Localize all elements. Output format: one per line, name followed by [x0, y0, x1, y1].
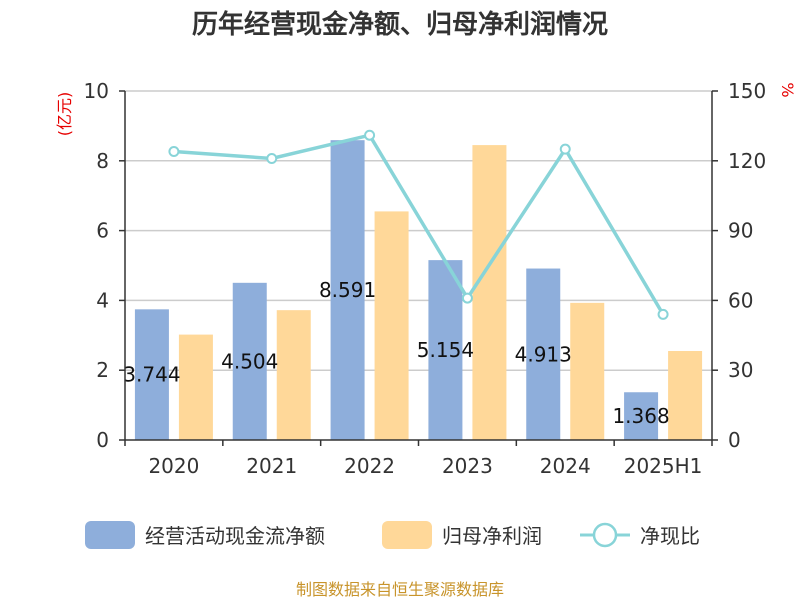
right-tick-label: 0: [728, 428, 741, 452]
bar-data-label: 1.368: [612, 404, 669, 428]
legend-ratio-marker: [592, 522, 618, 548]
ratio-point: [266, 152, 278, 164]
line-series: [168, 129, 669, 320]
cashflow-bar: [624, 392, 659, 440]
left-tick-label: 8: [96, 149, 109, 173]
right-tick-label: 150: [728, 79, 766, 103]
cashflow-bar: [232, 282, 267, 440]
right-tick-label: 90: [728, 219, 753, 243]
bar-data-label: 4.504: [221, 349, 278, 373]
x-tick-label: 2022: [344, 454, 395, 478]
left-tick-label: 10: [84, 79, 109, 103]
x-tick-label: 2025H1: [624, 454, 703, 478]
left-tick-label: 0: [96, 428, 109, 452]
net-profit-bar: [570, 302, 605, 440]
left-tick-label: 4: [96, 288, 109, 312]
left-tick-label: 2: [96, 358, 109, 382]
ratio-point: [168, 145, 180, 157]
legend-net-profit-swatch: [382, 521, 432, 549]
ratio-point: [461, 292, 473, 304]
x-tick-label: 2023: [442, 454, 493, 478]
net-profit-bar: [472, 145, 507, 440]
net-profit-bar: [374, 211, 409, 440]
ratio-line: [173, 133, 665, 316]
legend: 经营活动现金流净额 归母净利润 净现比: [85, 521, 700, 549]
data-labels: 3.744 4.504 8.591 5.154 4.913 1.368: [123, 278, 669, 428]
bar-data-label: 4.913: [515, 342, 572, 366]
legend-ratio-label: 净现比: [640, 524, 700, 548]
right-tick-label: 120: [728, 149, 766, 173]
left-axis-unit: (亿元): [55, 92, 74, 137]
legend-net-profit-label: 归母净利润: [442, 524, 542, 548]
cashflow-bar: [134, 309, 169, 440]
net-profit-bar: [276, 310, 311, 440]
bar-data-label: 3.744: [123, 363, 180, 387]
cashflow-bar: [526, 268, 561, 440]
net-profit-bar: [178, 334, 213, 440]
cashflow-bar: [428, 260, 463, 440]
chart-title: 历年经营现金净额、归母净利润情况: [192, 9, 608, 40]
bar-series: [134, 140, 703, 440]
right-tick-label: 60: [728, 288, 753, 312]
left-tick-label: 6: [96, 219, 109, 243]
ratio-point: [657, 308, 669, 320]
right-tick-label: 30: [728, 358, 753, 382]
ratio-point: [559, 143, 571, 155]
legend-cashflow-swatch: [85, 521, 135, 549]
bar-data-label: 8.591: [319, 278, 376, 302]
ratio-point: [364, 129, 376, 141]
x-tick-label: 2024: [540, 454, 591, 478]
axes: 0 2 4 6 8 10 0 30 60 90 120 150 2020 2021 2022 2023 2024…: [84, 79, 767, 478]
bar-data-label: 5.154: [417, 338, 474, 362]
gridlines: [125, 90, 712, 371]
net-profit-bar: [668, 351, 703, 440]
legend-cashflow-label: 经营活动现金流净额: [145, 524, 325, 548]
cashflow-bar: [330, 140, 365, 440]
x-tick-label: 2021: [246, 454, 297, 478]
x-tick-label: 2020: [148, 454, 199, 478]
source-note: 制图数据来自恒生聚源数据库: [296, 580, 504, 599]
right-axis-unit: %: [778, 82, 797, 97]
